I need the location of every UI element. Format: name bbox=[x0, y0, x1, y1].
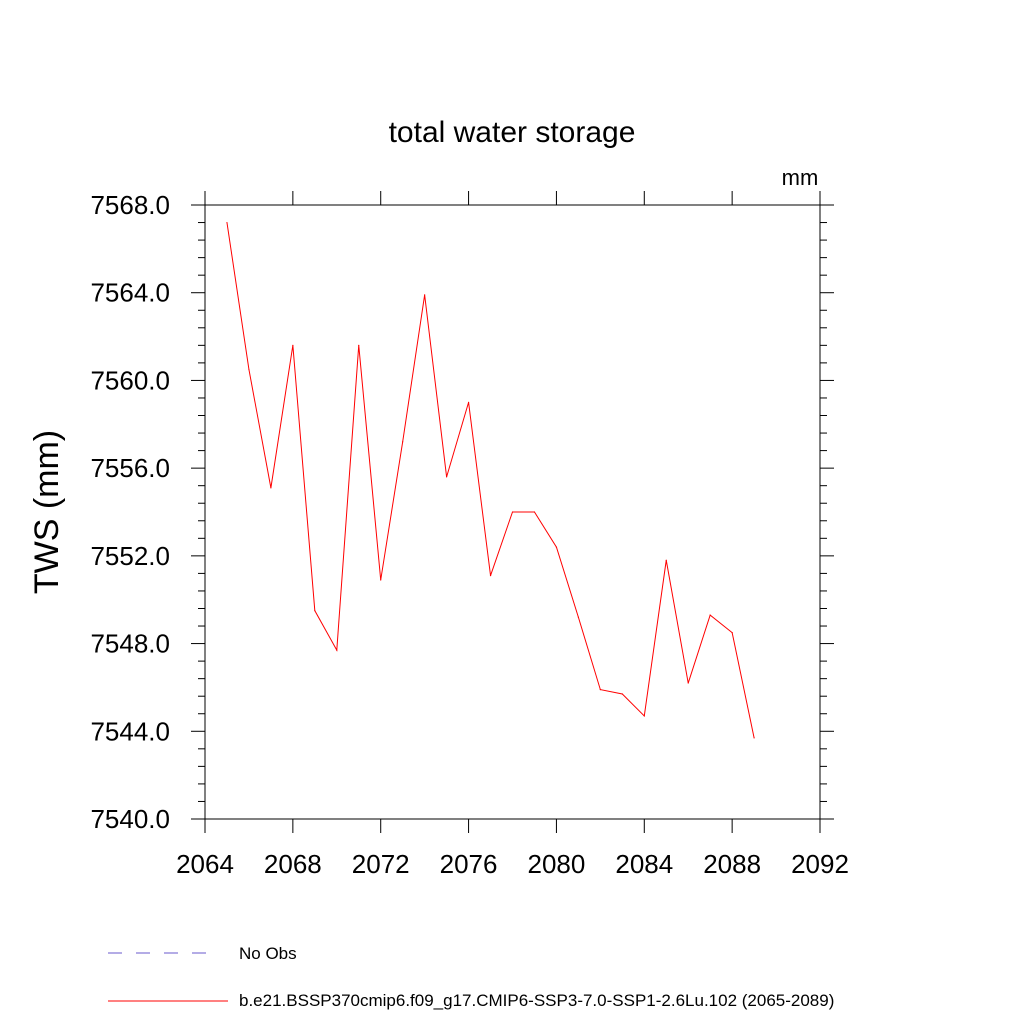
data-point bbox=[665, 559, 667, 561]
y-tick-label: 7552.0 bbox=[90, 541, 170, 571]
legend-label-model: b.e21.BSSP370cmip6.f09_g17.CMIP6-SSP3-7.… bbox=[239, 991, 834, 1010]
data-point bbox=[402, 441, 404, 443]
series-layer bbox=[226, 221, 755, 739]
chart-title: total water storage bbox=[389, 116, 636, 149]
data-point bbox=[358, 344, 360, 346]
data-point bbox=[467, 401, 470, 403]
data-point bbox=[687, 682, 689, 684]
x-tick-label: 2092 bbox=[791, 849, 849, 879]
x-tick-label: 2068 bbox=[264, 849, 322, 879]
series-line bbox=[226, 222, 755, 738]
data-point bbox=[555, 546, 558, 548]
x-tick-label: 2076 bbox=[440, 849, 498, 879]
data-point bbox=[643, 715, 645, 717]
y-tick-label: 7548.0 bbox=[90, 629, 170, 659]
data-point bbox=[577, 616, 579, 618]
legend-label-no-obs: No Obs bbox=[239, 944, 297, 963]
x-tick-label: 2072 bbox=[352, 849, 410, 879]
x-tick-label: 2080 bbox=[528, 849, 586, 879]
data-point bbox=[270, 487, 272, 489]
data-point bbox=[533, 511, 536, 513]
y-tick-label: 7560.0 bbox=[90, 365, 170, 395]
x-axis-ticks: 2064 2068 2072 2076 2080 2084 2088 2092 bbox=[176, 191, 849, 879]
data-point bbox=[753, 737, 755, 739]
data-point bbox=[446, 476, 448, 478]
y-tick-label: 7544.0 bbox=[90, 716, 170, 746]
y-axis-label: TWS (mm) bbox=[28, 430, 66, 594]
data-point bbox=[599, 689, 601, 691]
data-point bbox=[424, 294, 426, 296]
x-tick-label: 2088 bbox=[703, 849, 761, 879]
data-point bbox=[731, 632, 733, 634]
legend: No Obs b.e21.BSSP370cmip6.f09_g17.CMIP6-… bbox=[108, 944, 834, 1010]
data-point bbox=[621, 693, 623, 695]
x-tick-label: 2084 bbox=[615, 849, 673, 879]
data-point bbox=[336, 649, 338, 651]
y-axis-ticks: 7540.0 7544.0 7548.0 7552.0 7556.0 7560.0 7564… bbox=[90, 190, 834, 834]
x-tick-label: 2064 bbox=[176, 849, 234, 879]
data-point bbox=[380, 579, 382, 581]
data-point bbox=[248, 368, 250, 371]
data-point bbox=[292, 344, 294, 346]
y-tick-label: 7568.0 bbox=[90, 190, 170, 220]
data-point bbox=[489, 574, 492, 577]
data-point bbox=[314, 610, 316, 612]
y-tick-label: 7564.0 bbox=[90, 278, 170, 308]
plot-frame bbox=[204, 204, 821, 820]
data-point bbox=[709, 614, 711, 616]
y-tick-label: 7556.0 bbox=[90, 453, 170, 483]
y-tick-label: 7540.0 bbox=[90, 804, 170, 834]
data-point bbox=[511, 511, 514, 513]
data-point bbox=[226, 221, 228, 224]
units-label: mm bbox=[782, 165, 819, 190]
